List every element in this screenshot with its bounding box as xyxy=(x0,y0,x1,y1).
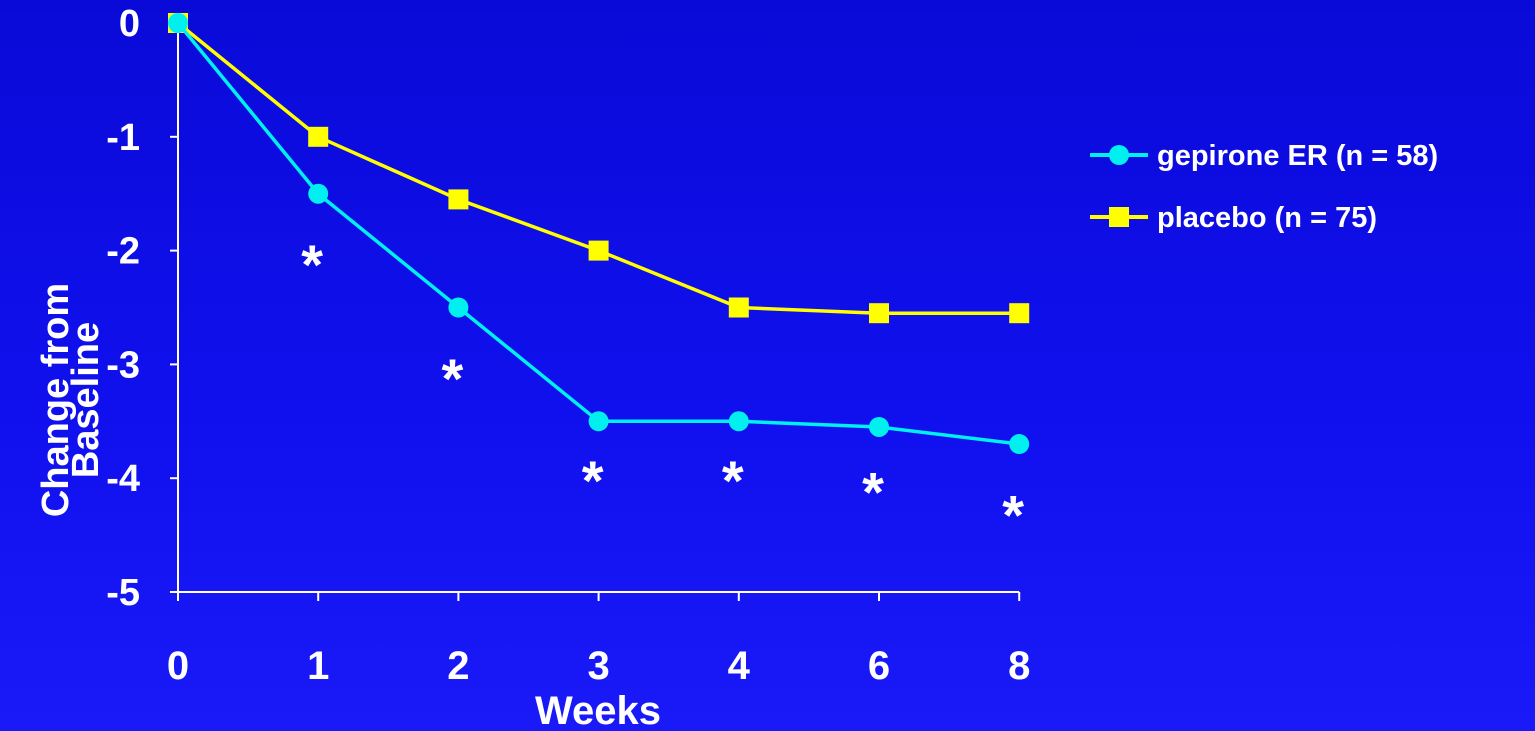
x-tick-label: 2 xyxy=(447,644,469,688)
data-point-square xyxy=(1009,303,1030,324)
data-point-square xyxy=(448,189,469,210)
x-tick-label: 1 xyxy=(307,644,329,688)
y-tick-label: -4 xyxy=(106,458,140,500)
data-point-square xyxy=(308,126,329,147)
legend-marker-circle xyxy=(1109,145,1129,165)
significance-markers: * * * * * * xyxy=(301,233,1024,546)
significance-asterisk: * xyxy=(582,449,604,512)
data-point-circle xyxy=(308,183,329,204)
x-tick-label: 8 xyxy=(1008,644,1030,688)
data-point-circle xyxy=(448,297,469,318)
x-tick-label: 6 xyxy=(868,644,890,688)
legend-item: gepirone ER (n = 58) xyxy=(1090,140,1438,172)
legend-item: placebo (n = 75) xyxy=(1090,202,1377,234)
legend-label: placebo (n = 75) xyxy=(1157,202,1377,234)
significance-asterisk: * xyxy=(442,347,464,410)
data-point-circle xyxy=(1009,434,1030,455)
legend-label: gepirone ER (n = 58) xyxy=(1157,140,1438,172)
x-tick-label: 3 xyxy=(587,644,609,688)
y-axis-title: Change from Baseline xyxy=(35,283,107,517)
series-layer xyxy=(168,13,1030,455)
data-point-square xyxy=(588,240,609,261)
legend: gepirone ER (n = 58) placebo (n = 75) xyxy=(1090,140,1438,234)
x-axis-ticks: 0 1 2 3 4 6 8 xyxy=(167,592,1030,688)
significance-asterisk: * xyxy=(301,233,323,296)
significance-asterisk: * xyxy=(1002,483,1024,546)
significance-asterisk: * xyxy=(722,449,744,512)
data-point-circle xyxy=(728,411,749,432)
y-tick-label: -2 xyxy=(106,231,140,273)
data-point-square xyxy=(869,303,889,324)
data-point-circle xyxy=(168,13,188,33)
legend-marker-square xyxy=(1109,207,1129,227)
x-axis-title: Weeks xyxy=(535,689,661,731)
series-gepirone xyxy=(168,13,1030,455)
y-tick-label: -5 xyxy=(106,572,140,614)
y-axis-title-line-1: Change from xyxy=(35,283,77,517)
y-tick-label: 0 xyxy=(119,3,140,45)
y-axis-title-line-2: Baseline xyxy=(65,322,107,478)
significance-asterisk: * xyxy=(862,461,884,524)
y-tick-label: -3 xyxy=(106,344,140,386)
data-point-circle xyxy=(869,416,889,437)
y-tick-label: -1 xyxy=(106,117,140,159)
data-point-square xyxy=(728,297,749,318)
data-point-circle xyxy=(588,411,609,432)
x-tick-label: 0 xyxy=(167,644,189,688)
x-tick-label: 4 xyxy=(728,644,751,688)
y-axis-ticks: 0 -1 -2 -3 -4 -5 xyxy=(106,3,178,614)
